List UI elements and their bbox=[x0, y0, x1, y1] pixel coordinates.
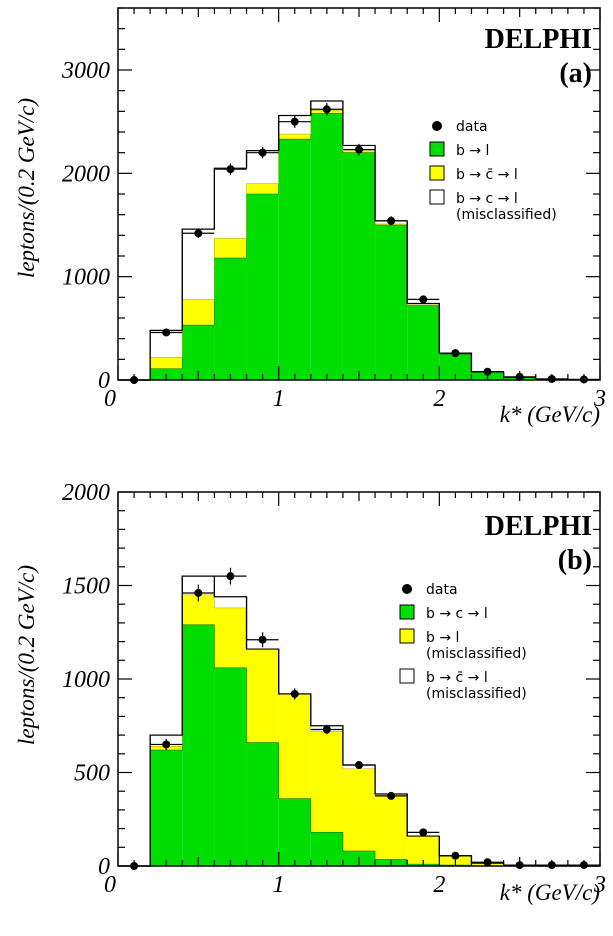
x-tick-label: 1 bbox=[273, 872, 285, 898]
bar-1-bin-7 bbox=[342, 768, 376, 852]
data-point-6 bbox=[322, 725, 331, 734]
data-point-9 bbox=[419, 828, 428, 837]
y-tick-label: 0 bbox=[98, 854, 110, 880]
bar-0-bin-9 bbox=[407, 305, 440, 380]
y-tick-label: 3000 bbox=[61, 58, 110, 84]
bar-1-bin-6 bbox=[310, 731, 343, 833]
bar-0-bin-5 bbox=[278, 139, 311, 380]
bar-2-bin-2 bbox=[182, 229, 215, 300]
bar-0-bin-1 bbox=[150, 750, 183, 866]
panel-label: (a) bbox=[559, 58, 592, 89]
y-tick-label: 1500 bbox=[62, 574, 110, 600]
legend: data b → l b → c̄ → l b → c → l(misclassifi… bbox=[429, 119, 557, 223]
data-point-7 bbox=[355, 145, 363, 154]
legend-label-1: b → c̄ → l bbox=[456, 167, 518, 183]
chart-panel-b: 0 1 2 3 0 500 1000 1500 2000 DELPHI(b) k* (GeV/c) l… bbox=[14, 480, 606, 905]
x-tick-label: 2 bbox=[433, 872, 445, 898]
panel-label: (b) bbox=[558, 545, 592, 576]
bar-1-bin-5 bbox=[278, 693, 311, 799]
x-tick-label: 3 bbox=[593, 386, 606, 412]
bar-1-bin-5 bbox=[278, 134, 311, 140]
data-point-2 bbox=[194, 229, 203, 238]
data-point-9 bbox=[419, 295, 428, 304]
chart-panel-a: 0 1 2 3 0 1000 2000 3000 DELPHI(a) k* (GeV/c) lept… bbox=[14, 7, 606, 427]
chart-title: DELPHI bbox=[485, 24, 592, 55]
data-point-10 bbox=[451, 851, 460, 860]
data-point-8 bbox=[387, 791, 396, 800]
legend-label-2: b → c̄ → l bbox=[426, 670, 488, 686]
y-tick-label: 500 bbox=[74, 761, 110, 787]
x-tick-label: 0 bbox=[104, 872, 116, 898]
bar-2-bin-3 bbox=[214, 596, 247, 608]
data-point-1 bbox=[162, 328, 171, 337]
x-tick-label: 2 bbox=[433, 386, 445, 412]
legend-label-data: data bbox=[426, 582, 458, 598]
bar-1-bin-2 bbox=[182, 299, 215, 326]
bar-1-bin-8 bbox=[375, 795, 408, 860]
data-point-11 bbox=[483, 367, 492, 376]
data-point-3 bbox=[226, 165, 235, 174]
data-point-8 bbox=[387, 216, 396, 225]
data-point-5 bbox=[290, 117, 299, 126]
x-tick-label: 3 bbox=[593, 872, 606, 898]
y-tick-label: 2000 bbox=[62, 480, 110, 506]
y-tick-label: 1000 bbox=[62, 265, 110, 291]
legend-label-2: b → c → l bbox=[456, 191, 518, 207]
bar-0-bin-3 bbox=[214, 667, 247, 866]
legend-swatch-1 bbox=[399, 628, 415, 644]
bar-0-bin-5 bbox=[278, 798, 311, 866]
bar-0-bin-8 bbox=[375, 225, 408, 380]
data-point-5 bbox=[290, 689, 299, 698]
x-axis-label: k* (GeV/c) bbox=[500, 880, 600, 905]
legend-marker-data bbox=[402, 584, 412, 594]
legend-swatch-2 bbox=[399, 668, 415, 684]
data-point-6 bbox=[322, 105, 331, 114]
bar-1-bin-4 bbox=[246, 183, 279, 194]
legend-label-1: b → l bbox=[426, 630, 459, 646]
bar-0-bin-7 bbox=[342, 152, 376, 380]
bar-0-bin-4 bbox=[246, 742, 279, 866]
legend-swatch-1 bbox=[429, 165, 445, 181]
y-axis-label: leptons/(0.2 GeV/c) bbox=[14, 98, 39, 278]
data-point-1 bbox=[162, 740, 171, 749]
chart-title: DELPHI bbox=[485, 511, 592, 542]
bar-1-bin-4 bbox=[246, 649, 279, 743]
y-axis-label: leptons/(0.2 GeV/c) bbox=[14, 565, 39, 745]
x-tick-label: 0 bbox=[104, 386, 116, 412]
x-tick-label: 1 bbox=[273, 386, 285, 412]
legend-label-data: data bbox=[456, 119, 488, 135]
bar-0-bin-2 bbox=[182, 325, 215, 380]
bar-1-bin-3 bbox=[214, 607, 247, 668]
data-point-7 bbox=[355, 761, 363, 770]
data-point-2 bbox=[194, 588, 203, 597]
bar-0-bin-3 bbox=[214, 258, 247, 380]
legend-label-0: b → c → l bbox=[426, 606, 488, 622]
bar-2-bin-9 bbox=[407, 303, 440, 306]
y-tick-label: 0 bbox=[98, 368, 110, 394]
bar-1-bin-3 bbox=[214, 238, 247, 259]
legend-swatch-0 bbox=[429, 141, 445, 157]
legend-swatch-0 bbox=[399, 604, 415, 620]
bar-0-bin-4 bbox=[246, 194, 279, 380]
legend-sublabel-2: (misclassified) bbox=[426, 686, 527, 702]
data-point-10 bbox=[451, 349, 460, 358]
y-tick-label: 1000 bbox=[62, 667, 110, 693]
data-point-3 bbox=[226, 572, 235, 581]
legend-sublabel-2: (misclassified) bbox=[456, 207, 557, 223]
bar-0-bin-2 bbox=[182, 624, 215, 866]
y-tick-label: 2000 bbox=[62, 161, 110, 187]
data-point-4 bbox=[258, 148, 267, 157]
x-axis-label: k* (GeV/c) bbox=[500, 402, 600, 427]
legend-swatch-2 bbox=[429, 189, 445, 205]
legend-marker-data bbox=[432, 121, 442, 131]
legend-sublabel-1: (misclassified) bbox=[426, 646, 527, 662]
legend-label-0: b → l bbox=[456, 143, 489, 159]
bar-2-bin-3 bbox=[214, 168, 247, 239]
bar-1-bin-1 bbox=[150, 357, 183, 369]
data-point-4 bbox=[258, 635, 267, 644]
bar-0-bin-6 bbox=[310, 113, 343, 381]
bar-1-bin-9 bbox=[407, 836, 440, 865]
